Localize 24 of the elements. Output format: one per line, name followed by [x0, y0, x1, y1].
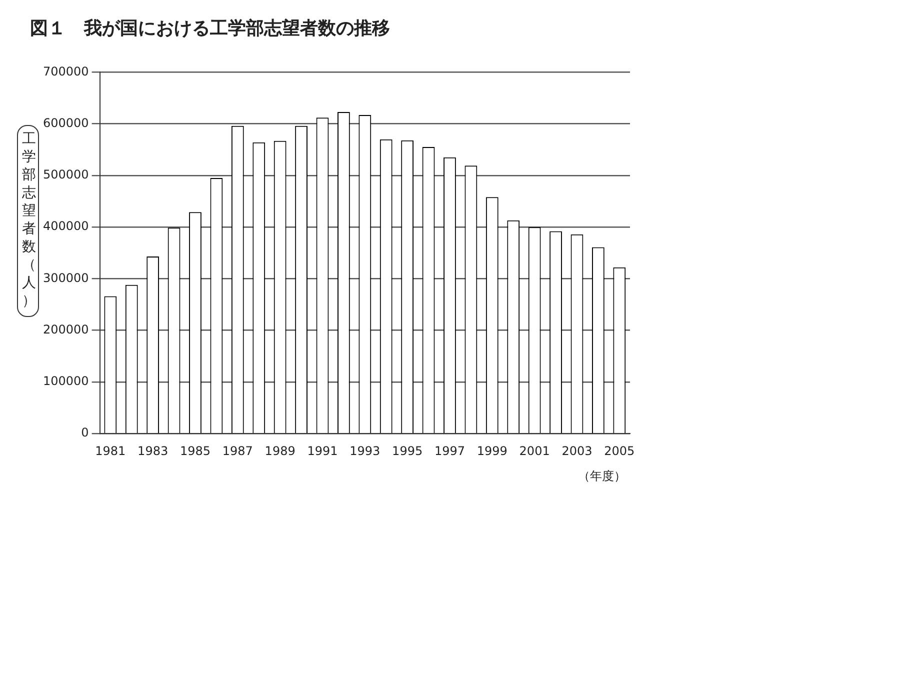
y-tick-label: 100000 — [42, 374, 89, 388]
y-tick-label: 500000 — [42, 168, 89, 182]
y-tick-label: 600000 — [42, 116, 89, 130]
x-tick-label: 1987 — [222, 444, 253, 458]
chart-title: 図１ 我が国における工学部志望者数の推移 — [30, 17, 390, 40]
y-tick-label: 700000 — [42, 64, 89, 78]
x-tick-label: 1993 — [350, 444, 380, 458]
y-tick-label: 0 — [81, 426, 89, 440]
y-tick-label: 200000 — [42, 322, 89, 336]
y-tick-label: 400000 — [42, 219, 89, 234]
x-tick-label: 1991 — [307, 444, 338, 458]
text: 工学部志望者数（人） — [22, 131, 36, 309]
x-tick-label: 1983 — [138, 444, 168, 458]
y-tick-label: 300000 — [42, 270, 89, 285]
x-tick-label: 1981 — [95, 444, 126, 458]
x-tick-label: 1995 — [392, 444, 423, 458]
x-tick-label: 2001 — [519, 444, 550, 458]
x-tick-label: 1985 — [180, 444, 211, 458]
x-tick-label: 2003 — [562, 444, 592, 458]
x-tick-label: 1997 — [434, 444, 466, 458]
x-axis-title: （年度） — [578, 468, 626, 485]
x-tick-label: 1999 — [476, 444, 508, 458]
x-tick-label: 1989 — [264, 444, 296, 458]
x-tick-label: 2005 — [604, 444, 635, 458]
